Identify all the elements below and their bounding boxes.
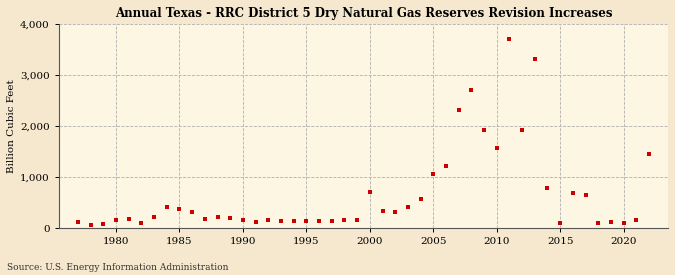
- Point: [428, 172, 439, 176]
- Point: [402, 204, 413, 209]
- Point: [326, 218, 337, 223]
- Point: [98, 222, 109, 227]
- Point: [453, 108, 464, 112]
- Point: [415, 197, 426, 202]
- Point: [491, 146, 502, 151]
- Point: [161, 204, 172, 209]
- Point: [339, 218, 350, 222]
- Point: [529, 56, 540, 61]
- Point: [85, 223, 96, 227]
- Point: [389, 210, 400, 214]
- Point: [148, 215, 159, 219]
- Point: [364, 190, 375, 194]
- Point: [72, 220, 83, 224]
- Point: [199, 217, 210, 222]
- Point: [250, 220, 261, 224]
- Point: [466, 88, 477, 92]
- Point: [111, 218, 122, 222]
- Point: [568, 191, 578, 196]
- Point: [187, 210, 198, 214]
- Text: Source: U.S. Energy Information Administration: Source: U.S. Energy Information Administ…: [7, 263, 228, 272]
- Point: [238, 218, 248, 222]
- Point: [631, 218, 642, 222]
- Y-axis label: Billion Cubic Feet: Billion Cubic Feet: [7, 79, 16, 173]
- Point: [555, 221, 566, 225]
- Point: [593, 221, 603, 225]
- Point: [124, 217, 134, 221]
- Point: [314, 218, 325, 223]
- Point: [275, 219, 286, 223]
- Point: [225, 216, 236, 221]
- Point: [352, 218, 362, 222]
- Point: [263, 218, 273, 222]
- Point: [504, 37, 515, 42]
- Point: [136, 221, 146, 225]
- Point: [479, 128, 489, 132]
- Point: [618, 221, 629, 226]
- Point: [542, 186, 553, 190]
- Point: [301, 219, 312, 224]
- Point: [212, 215, 223, 219]
- Point: [288, 219, 299, 223]
- Point: [377, 208, 388, 213]
- Point: [580, 193, 591, 197]
- Point: [174, 207, 185, 211]
- Title: Annual Texas - RRC District 5 Dry Natural Gas Reserves Revision Increases: Annual Texas - RRC District 5 Dry Natura…: [115, 7, 612, 20]
- Point: [605, 220, 616, 225]
- Point: [441, 164, 452, 169]
- Point: [516, 128, 527, 132]
- Point: [644, 151, 655, 156]
